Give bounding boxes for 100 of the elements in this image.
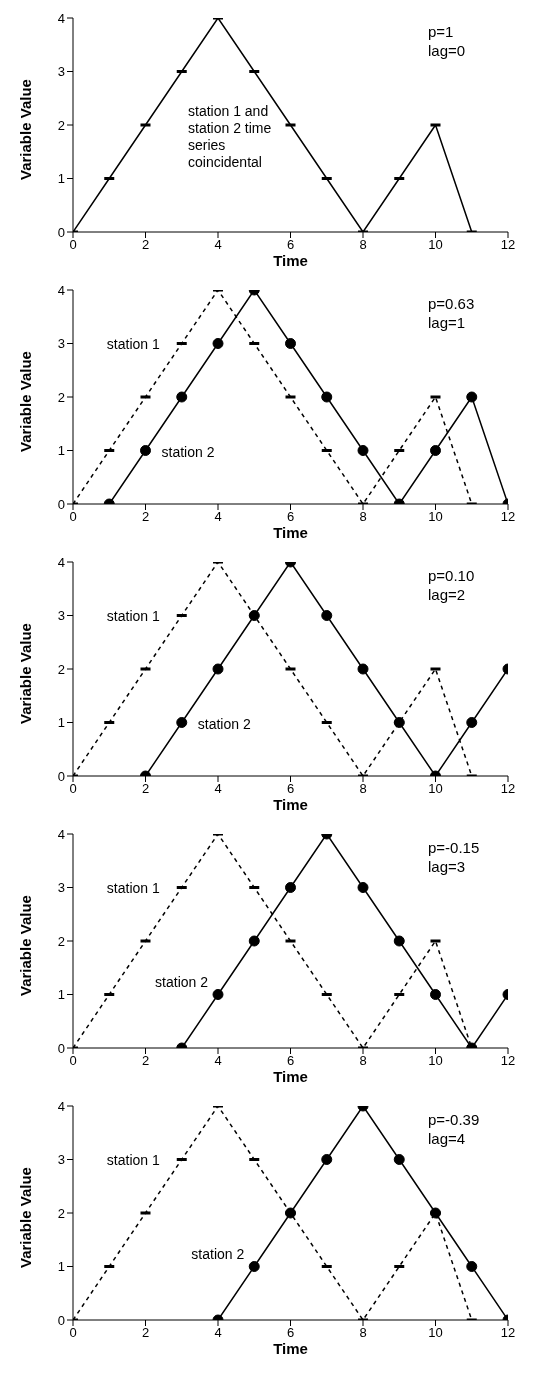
x-tick-label: 12 <box>500 781 516 797</box>
point <box>212 338 224 349</box>
y-tick-label: 0 <box>57 1312 65 1328</box>
series-label: station 2 <box>161 443 215 460</box>
point <box>212 989 224 1000</box>
x-tick-label: 2 <box>141 237 150 253</box>
x-tick-label: 12 <box>500 237 516 253</box>
point <box>285 882 296 893</box>
y-tick-label: 2 <box>57 117 65 133</box>
x-tick-label: 8 <box>359 1325 367 1341</box>
x-tick-label: 2 <box>141 1325 150 1341</box>
point <box>466 1261 478 1272</box>
point <box>321 610 333 621</box>
point <box>285 338 296 349</box>
point <box>248 1261 260 1272</box>
x-tick-label: 6 <box>286 1325 295 1341</box>
annotation: lag=0 <box>428 41 466 60</box>
y-tick-label: 4 <box>57 826 65 842</box>
x-tick-label: 12 <box>500 509 516 525</box>
y-tick-label: 2 <box>57 933 65 949</box>
series-label: station 2 <box>191 1245 245 1262</box>
annotation: p=1 <box>428 22 455 41</box>
x-tick-label: 8 <box>359 1053 367 1069</box>
y-tick-label: 1 <box>57 715 65 731</box>
x-tick-label: 8 <box>359 237 367 253</box>
y-axis-title: Variable Value <box>17 623 35 724</box>
x-tick-label: 10 <box>428 237 443 253</box>
annotation: p=-0.15 <box>428 838 480 857</box>
y-axis-title: Variable Value <box>17 895 35 996</box>
x-tick-label: 0 <box>69 1325 77 1341</box>
x-tick-label: 8 <box>359 509 367 525</box>
y-tick-label: 4 <box>57 554 65 570</box>
series-label: station 2 <box>155 973 209 990</box>
x-tick-label: 6 <box>286 237 295 253</box>
annotation: p=-0.39 <box>428 1110 480 1129</box>
point <box>466 391 478 403</box>
y-tick-label: 0 <box>57 1040 65 1056</box>
x-tick-label: 4 <box>214 1053 222 1069</box>
point <box>430 1207 441 1219</box>
x-tick-label: 2 <box>141 1053 150 1069</box>
series-label: station 1 <box>106 1151 160 1168</box>
y-tick-label: 0 <box>57 224 65 240</box>
y-axis-title: Variable Value <box>17 351 35 452</box>
y-axis-title: Variable Value <box>17 79 35 180</box>
x-axis-title: Time <box>273 1068 308 1085</box>
x-axis-title: Time <box>273 252 308 269</box>
y-tick-label: 1 <box>57 443 65 459</box>
x-tick-label: 10 <box>428 1053 443 1069</box>
point <box>140 445 151 456</box>
x-tick-label: 0 <box>69 781 77 797</box>
series-label: station 2 <box>197 715 251 732</box>
annotation: lag=1 <box>428 313 467 332</box>
x-tick-label: 8 <box>359 781 367 797</box>
point <box>357 882 369 893</box>
x-tick-label: 4 <box>214 509 222 525</box>
x-tick-label: 4 <box>214 781 222 797</box>
x-tick-label: 12 <box>500 1325 516 1341</box>
point <box>321 1154 333 1165</box>
x-axis-title: Time <box>273 796 308 813</box>
y-tick-label: 0 <box>57 768 65 784</box>
point <box>430 989 441 1000</box>
annotation: p=0.10 <box>428 566 475 585</box>
y-tick-label: 3 <box>57 608 65 624</box>
x-tick-label: 0 <box>69 1053 77 1069</box>
point <box>466 717 478 728</box>
y-tick-label: 4 <box>57 282 65 298</box>
annotation: lag=3 <box>428 857 467 876</box>
point <box>176 391 188 403</box>
y-axis-title: Variable Value <box>17 1167 35 1268</box>
annotation: lag=2 <box>428 585 467 604</box>
point <box>212 663 224 675</box>
point <box>285 1207 296 1219</box>
point <box>393 717 405 728</box>
x-tick-label: 2 <box>141 781 150 797</box>
y-tick-label: 2 <box>57 661 65 677</box>
x-tick-label: 4 <box>214 1325 222 1341</box>
x-axis-title: Time <box>273 1340 308 1357</box>
annotation: p=0.63 <box>428 294 475 313</box>
point <box>176 717 188 728</box>
point <box>430 445 441 456</box>
x-tick-label: 2 <box>141 509 150 525</box>
x-tick-label: 6 <box>286 1053 295 1069</box>
y-tick-label: 3 <box>57 336 65 352</box>
series-label: station 1 <box>106 879 160 896</box>
x-tick-label: 4 <box>214 237 222 253</box>
x-tick-label: 0 <box>69 509 77 525</box>
x-tick-label: 10 <box>428 781 443 797</box>
y-tick-label: 0 <box>57 496 65 512</box>
point <box>248 935 260 947</box>
y-tick-label: 4 <box>57 10 65 26</box>
x-tick-label: 10 <box>428 509 443 525</box>
y-tick-label: 1 <box>57 171 65 187</box>
point <box>248 610 260 621</box>
point <box>393 935 405 947</box>
x-tick-label: 12 <box>500 1053 516 1069</box>
x-tick-label: 6 <box>286 781 295 797</box>
x-axis-title: Time <box>273 524 308 541</box>
point <box>357 663 369 675</box>
point <box>393 1154 405 1165</box>
series-label: station 1 <box>106 607 160 624</box>
